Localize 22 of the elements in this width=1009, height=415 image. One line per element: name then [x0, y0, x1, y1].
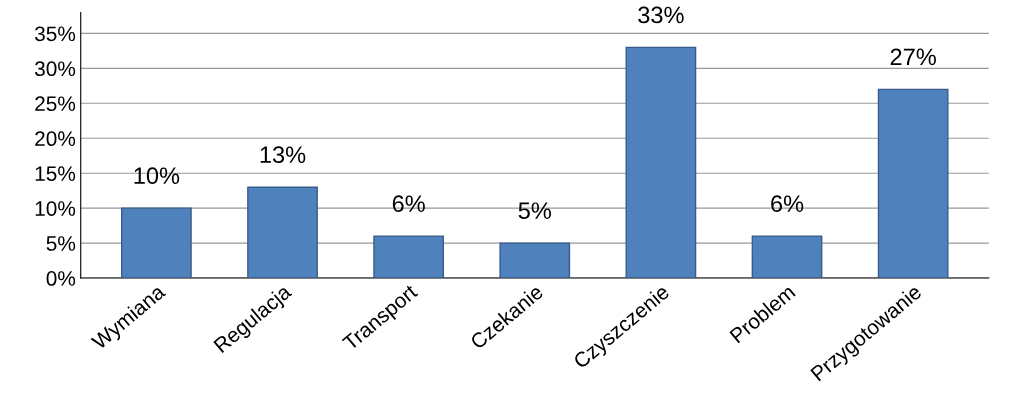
data-label: 27% [890, 48, 936, 66]
data-label: 6% [771, 195, 804, 212]
bar [625, 46, 697, 279]
bar [247, 186, 318, 279]
data-label: 13% [260, 146, 306, 164]
bar [373, 235, 445, 279]
y-tick-label: 5% [46, 236, 76, 251]
data-label: 5% [518, 202, 551, 219]
y-tick-label: 30% [34, 61, 76, 77]
y-tick-label: 25% [35, 96, 76, 112]
data-label: 6% [392, 195, 425, 212]
bar [499, 242, 571, 279]
bar [751, 235, 823, 279]
data-label: 10% [134, 167, 180, 185]
y-tick-label: 10% [35, 201, 76, 216]
y-tick-label: 35% [34, 26, 76, 42]
bar [877, 88, 949, 279]
bar [121, 207, 192, 279]
y-tick-label: 0% [46, 271, 76, 286]
data-label: 33% [638, 6, 684, 24]
y-tick-label: 15% [35, 166, 76, 181]
y-tick-label: 20% [35, 131, 76, 147]
